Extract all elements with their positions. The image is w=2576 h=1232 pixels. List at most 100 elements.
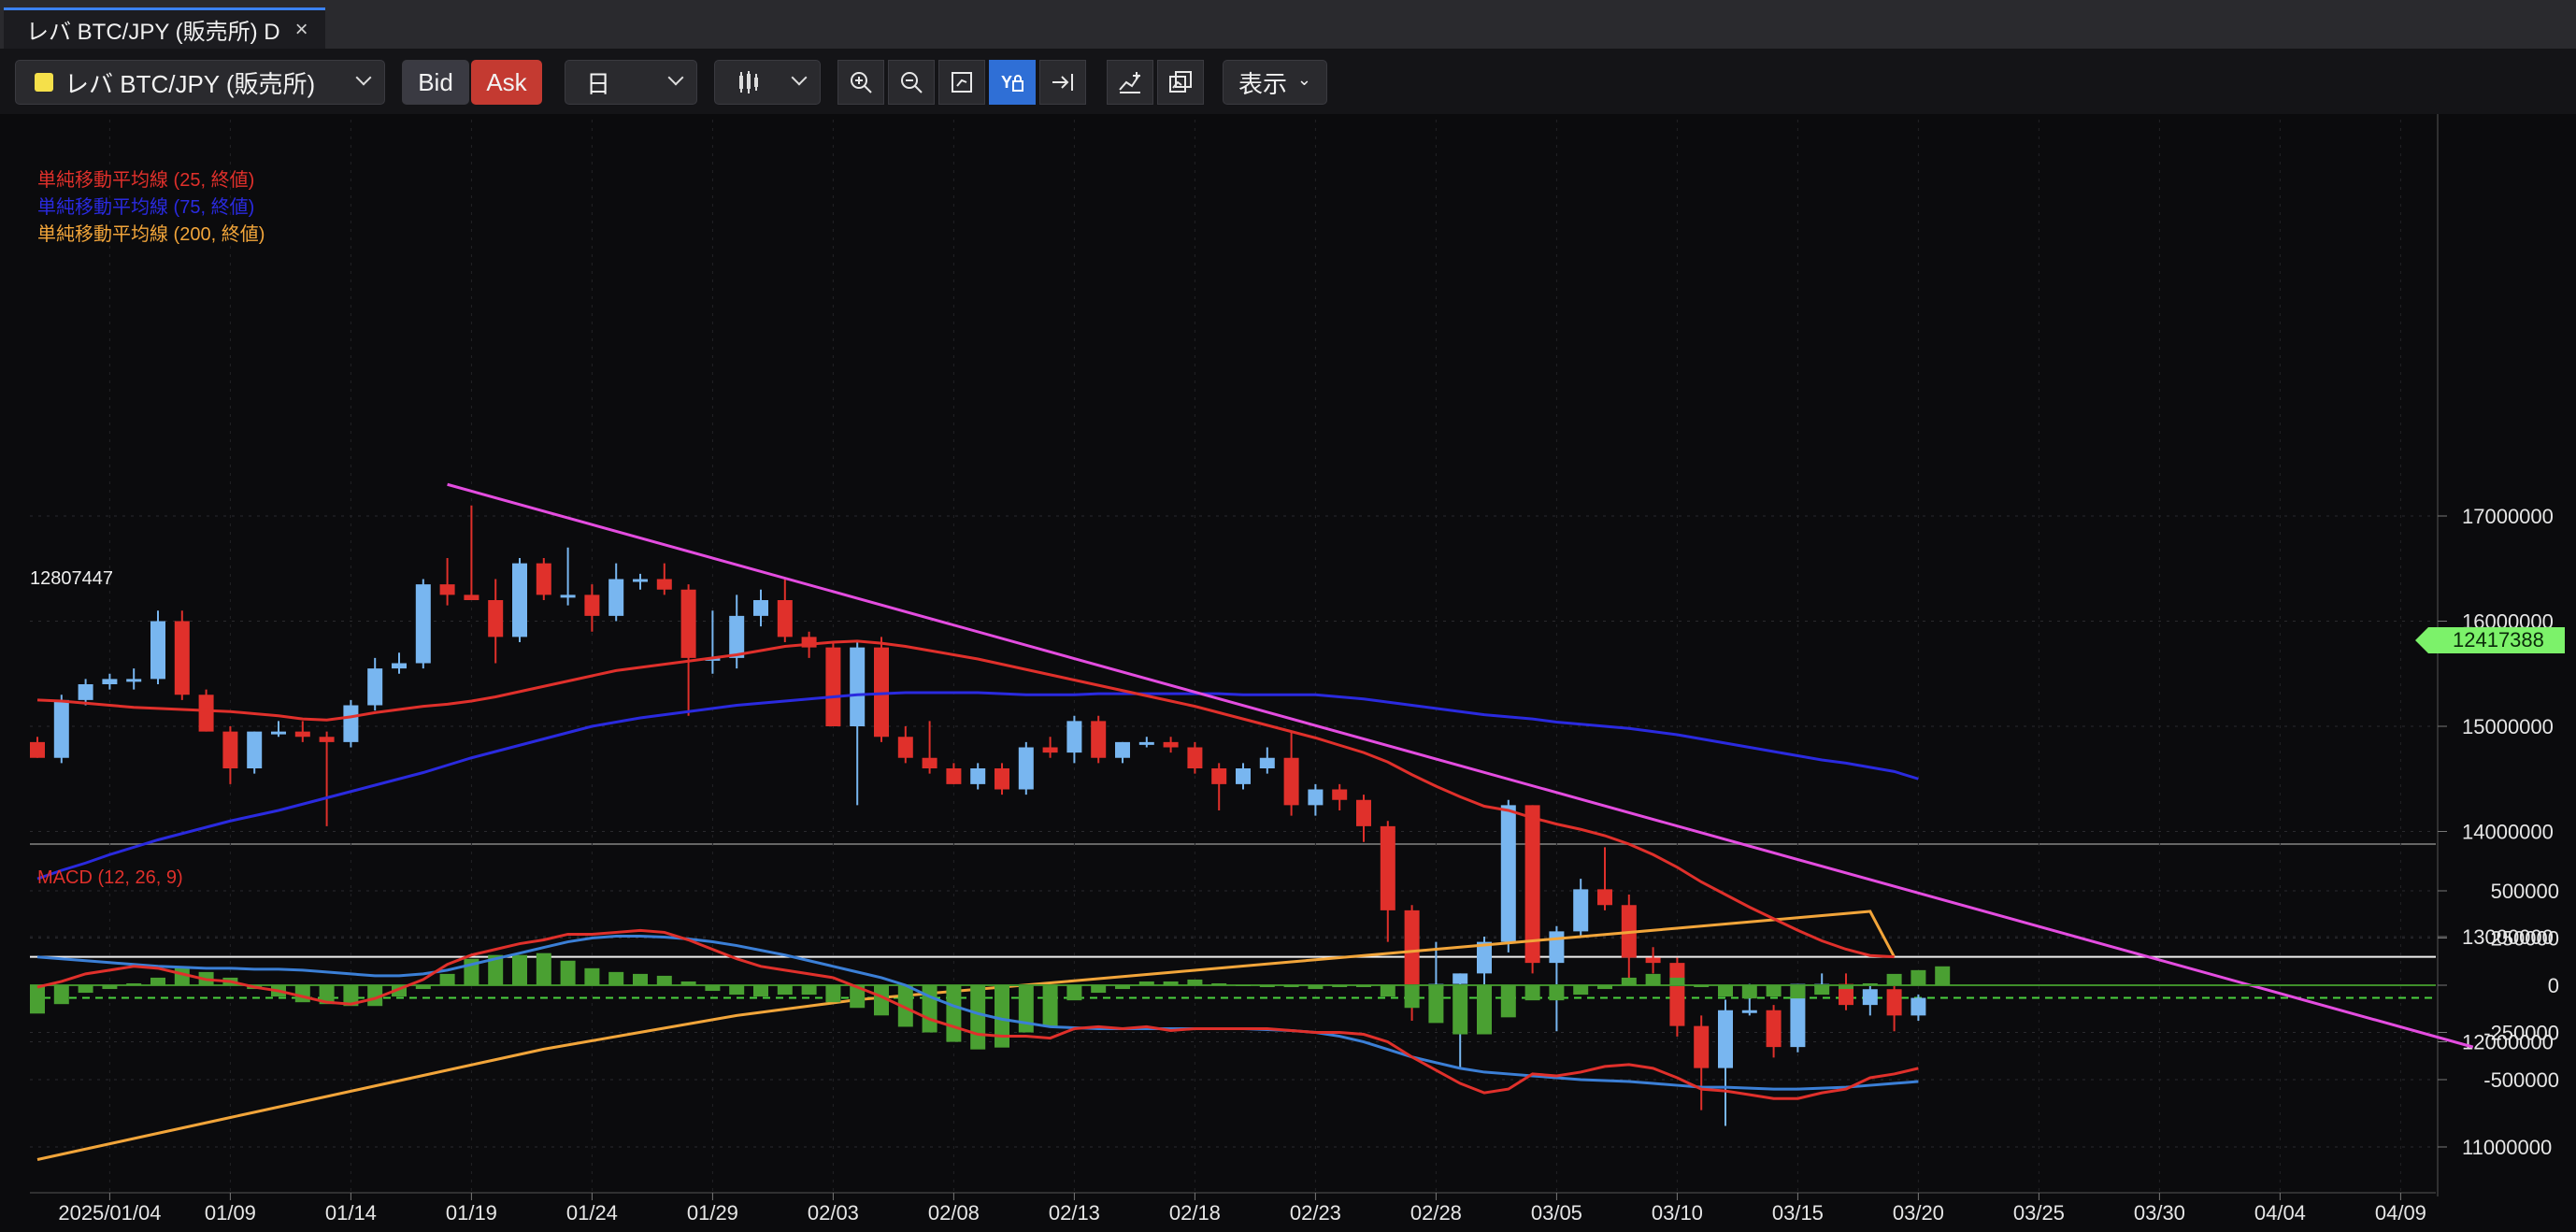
candle-body (1138, 741, 1154, 745)
candle-body (512, 563, 527, 637)
candle-body (392, 663, 407, 669)
macd-histogram-bar (1911, 969, 1926, 985)
macd-histogram-bar (367, 985, 383, 1007)
scroll-right-button[interactable] (1039, 60, 1086, 105)
price-tick-label: 11000000 (2462, 1136, 2552, 1159)
macd-histogram-bar (656, 975, 672, 985)
macd-histogram-bar (1042, 985, 1058, 1027)
time-tick-label: 2025/01/04 (58, 1201, 161, 1225)
candle-body (174, 621, 190, 695)
macd-histogram-bar (946, 985, 962, 1042)
macd-histogram-bar (825, 985, 841, 1003)
time-tick-label: 03/25 (2013, 1201, 2065, 1225)
display-menu-button[interactable]: 表示 ⌄ (1223, 60, 1327, 105)
candle-body (53, 699, 69, 758)
macd-histogram-bar (1935, 966, 1951, 985)
candle-body (1187, 747, 1203, 768)
macd-histogram-bar (1886, 973, 1902, 985)
price-tick-label: 15000000 (2462, 715, 2554, 738)
candle-body (271, 731, 286, 735)
candle-body (922, 757, 937, 768)
time-tick-label: 02/28 (1410, 1201, 1462, 1225)
time-tick-label: 02/18 (1169, 1201, 1221, 1225)
symbol-label: レバ BTC/JPY (販売所) (64, 69, 316, 98)
y-lock-icon: Y (1001, 73, 1023, 92)
macd-histogram-bar (1814, 985, 1830, 996)
display-menu-label: 表示 (1238, 69, 1288, 98)
macd-histogram-bar (1283, 985, 1299, 988)
macd-histogram-bar (1573, 985, 1589, 996)
fit-button[interactable] (938, 60, 985, 105)
candle-body (680, 589, 696, 658)
candle-body (439, 584, 455, 595)
candle-body (1741, 1010, 1757, 1013)
macd-histogram-bar (1694, 985, 1710, 988)
time-tick-label: 02/23 (1290, 1201, 1341, 1225)
macd-histogram-bar (1645, 973, 1661, 985)
macd-histogram-bar (680, 981, 696, 985)
candle-body (1380, 825, 1395, 910)
macd-histogram-bar (1500, 985, 1516, 1018)
macd-histogram-bar (633, 973, 648, 985)
chart-tab[interactable]: レバ BTC/JPY (販売所) D × (4, 7, 325, 49)
candle-body (1066, 721, 1082, 753)
close-icon[interactable]: × (294, 16, 308, 42)
macd-histogram-bar (1404, 985, 1420, 1009)
macd-histogram-bar (1236, 985, 1251, 986)
macd-histogram-bar (777, 985, 793, 996)
macd-tick-label: 250000 (2491, 927, 2559, 951)
macd-histogram-bar (897, 985, 913, 1027)
symbol-selector[interactable]: レバ BTC/JPY (販売所) (15, 60, 385, 105)
macd-histogram-bar (850, 985, 866, 1009)
macd-line (36, 928, 1919, 1100)
macd-label: MACD (12, 26, 9) (37, 867, 183, 888)
candle-body (1115, 741, 1130, 758)
candle-body (343, 705, 359, 742)
candle-body (1404, 910, 1420, 990)
candle-body (850, 647, 866, 726)
indicator-button[interactable] (1107, 60, 1153, 105)
candle-body (753, 600, 768, 616)
macd-histogram-bar (150, 977, 165, 985)
candle-body (536, 563, 551, 595)
macd-histogram-bar (1380, 985, 1395, 997)
time-tick-label: 01/24 (566, 1201, 618, 1225)
candle-body (656, 579, 672, 590)
candle-body (608, 579, 624, 616)
candle-body (584, 595, 600, 616)
chart-type-selector[interactable] (714, 60, 821, 105)
period-label: 日 (586, 69, 611, 98)
macd-histogram-bar (536, 953, 551, 985)
compare-button[interactable] (1157, 60, 1204, 105)
candle-body (801, 637, 817, 648)
price-tick-label: 13000000 (2462, 925, 2554, 949)
sma25-line (36, 639, 1895, 959)
macd-histogram-bar (174, 966, 190, 985)
candle-body (1524, 805, 1540, 964)
candle-body (825, 647, 841, 726)
bid-button[interactable]: Bid (402, 60, 469, 105)
zoom-in-icon (851, 72, 872, 93)
candle-body (1911, 997, 1926, 1016)
zoom-in-button[interactable] (837, 60, 884, 105)
candle-body (1018, 747, 1034, 790)
period-selector[interactable]: 日 (565, 60, 697, 105)
candle-body (367, 668, 383, 706)
zoom-out-button[interactable] (888, 60, 935, 105)
candle-body (102, 679, 118, 684)
macd-histogram-bar (1790, 985, 1806, 999)
price-tick-label: 17000000 (2462, 505, 2554, 528)
y-lock-button[interactable]: Y (989, 60, 1036, 105)
macd-histogram-bar (512, 954, 527, 985)
candle-body (1163, 741, 1179, 748)
candle-body (1694, 1025, 1710, 1068)
macd-histogram-bar (1669, 977, 1685, 985)
compare-icon (1169, 71, 1192, 93)
macd-histogram-bar (922, 985, 937, 1033)
candle-body (78, 684, 93, 700)
ask-button[interactable]: Ask (471, 60, 542, 105)
macd-histogram-bar (970, 985, 986, 1050)
macd-histogram-bar (1597, 985, 1612, 990)
macd-histogram-bar (1308, 985, 1324, 990)
